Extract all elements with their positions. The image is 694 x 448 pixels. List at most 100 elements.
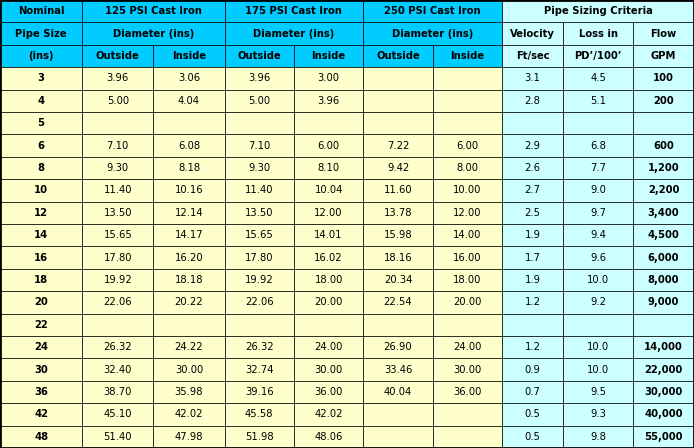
Bar	[153, 381, 224, 403]
Bar	[82, 134, 153, 157]
Bar	[563, 134, 633, 157]
Text: 2.9: 2.9	[525, 141, 541, 151]
Text: 2,200: 2,200	[648, 185, 679, 195]
Text: 15.65: 15.65	[103, 230, 132, 240]
Text: 16.00: 16.00	[453, 253, 482, 263]
Bar	[364, 224, 432, 246]
Text: 13.50: 13.50	[245, 208, 273, 218]
Text: 3.96: 3.96	[317, 96, 340, 106]
Text: 4,500: 4,500	[648, 230, 679, 240]
Text: 18: 18	[34, 275, 48, 285]
Bar	[294, 269, 364, 291]
Text: 3.96: 3.96	[248, 73, 271, 83]
Text: 4.04: 4.04	[178, 96, 200, 106]
Text: 1.9: 1.9	[525, 230, 541, 240]
Text: 15.65: 15.65	[245, 230, 273, 240]
Bar	[0, 314, 82, 336]
Bar	[153, 426, 224, 448]
Bar	[294, 381, 364, 403]
Bar	[224, 336, 294, 358]
Bar	[224, 314, 294, 336]
Bar	[224, 67, 294, 90]
Text: 5: 5	[37, 118, 44, 128]
Text: 24.22: 24.22	[175, 342, 203, 352]
Bar	[364, 0, 502, 22]
Text: 30.00: 30.00	[453, 365, 482, 375]
Bar	[294, 90, 364, 112]
Bar	[0, 291, 82, 314]
Bar	[432, 90, 502, 112]
Text: 15.98: 15.98	[384, 230, 412, 240]
Text: 12: 12	[34, 208, 48, 218]
Bar	[432, 45, 502, 67]
Bar	[563, 358, 633, 381]
Bar	[82, 22, 225, 45]
Text: 10.16: 10.16	[175, 185, 203, 195]
Bar	[563, 269, 633, 291]
Text: 10.00: 10.00	[453, 185, 482, 195]
Text: 5.00: 5.00	[107, 96, 129, 106]
Bar	[502, 0, 694, 22]
Bar	[0, 0, 82, 22]
Text: 11.40: 11.40	[245, 185, 273, 195]
Bar	[633, 90, 694, 112]
Text: 17.80: 17.80	[245, 253, 273, 263]
Bar	[224, 269, 294, 291]
Text: 9.8: 9.8	[590, 432, 606, 442]
Text: 16.20: 16.20	[175, 253, 203, 263]
Bar	[224, 403, 294, 426]
Text: 22.54: 22.54	[384, 297, 412, 307]
Bar	[82, 358, 153, 381]
Text: 18.16: 18.16	[384, 253, 412, 263]
Text: Outside: Outside	[237, 51, 281, 61]
Text: 4: 4	[37, 96, 44, 106]
Text: 200: 200	[653, 96, 674, 106]
Bar	[633, 403, 694, 426]
Text: 2.7: 2.7	[525, 185, 541, 195]
Bar	[432, 314, 502, 336]
Bar	[82, 45, 153, 67]
Bar	[364, 381, 432, 403]
Text: 1.2: 1.2	[525, 342, 541, 352]
Text: 12.14: 12.14	[175, 208, 203, 218]
Bar	[633, 134, 694, 157]
Text: 40.04: 40.04	[384, 387, 412, 397]
Bar	[153, 314, 224, 336]
Bar	[633, 224, 694, 246]
Bar	[153, 67, 224, 90]
Bar	[0, 224, 82, 246]
Text: Loss in: Loss in	[579, 29, 618, 39]
Bar	[224, 112, 294, 134]
Text: 9.7: 9.7	[590, 208, 606, 218]
Text: 10.04: 10.04	[314, 185, 343, 195]
Text: 0.9: 0.9	[525, 365, 541, 375]
Bar	[82, 157, 153, 179]
Bar	[224, 157, 294, 179]
Text: 1.7: 1.7	[525, 253, 541, 263]
Bar	[633, 269, 694, 291]
Bar	[432, 358, 502, 381]
Text: 20: 20	[34, 297, 48, 307]
Text: 16.02: 16.02	[314, 253, 343, 263]
Bar	[364, 269, 432, 291]
Text: 9.6: 9.6	[590, 253, 606, 263]
Bar	[502, 403, 563, 426]
Bar	[364, 426, 432, 448]
Text: 47.98: 47.98	[175, 432, 203, 442]
Bar	[563, 22, 633, 45]
Text: 8.00: 8.00	[457, 163, 478, 173]
Bar	[153, 336, 224, 358]
Text: 175 PSI Cast Iron: 175 PSI Cast Iron	[246, 6, 342, 16]
Bar	[0, 202, 82, 224]
Bar	[563, 224, 633, 246]
Text: 9.2: 9.2	[590, 297, 606, 307]
Text: 14.17: 14.17	[175, 230, 203, 240]
Text: Inside: Inside	[172, 51, 206, 61]
Bar	[224, 179, 294, 202]
Text: Ft/sec: Ft/sec	[516, 51, 550, 61]
Bar	[633, 22, 694, 45]
Bar	[432, 224, 502, 246]
Bar	[0, 45, 82, 67]
Text: 48: 48	[34, 432, 48, 442]
Text: 33.46: 33.46	[384, 365, 412, 375]
